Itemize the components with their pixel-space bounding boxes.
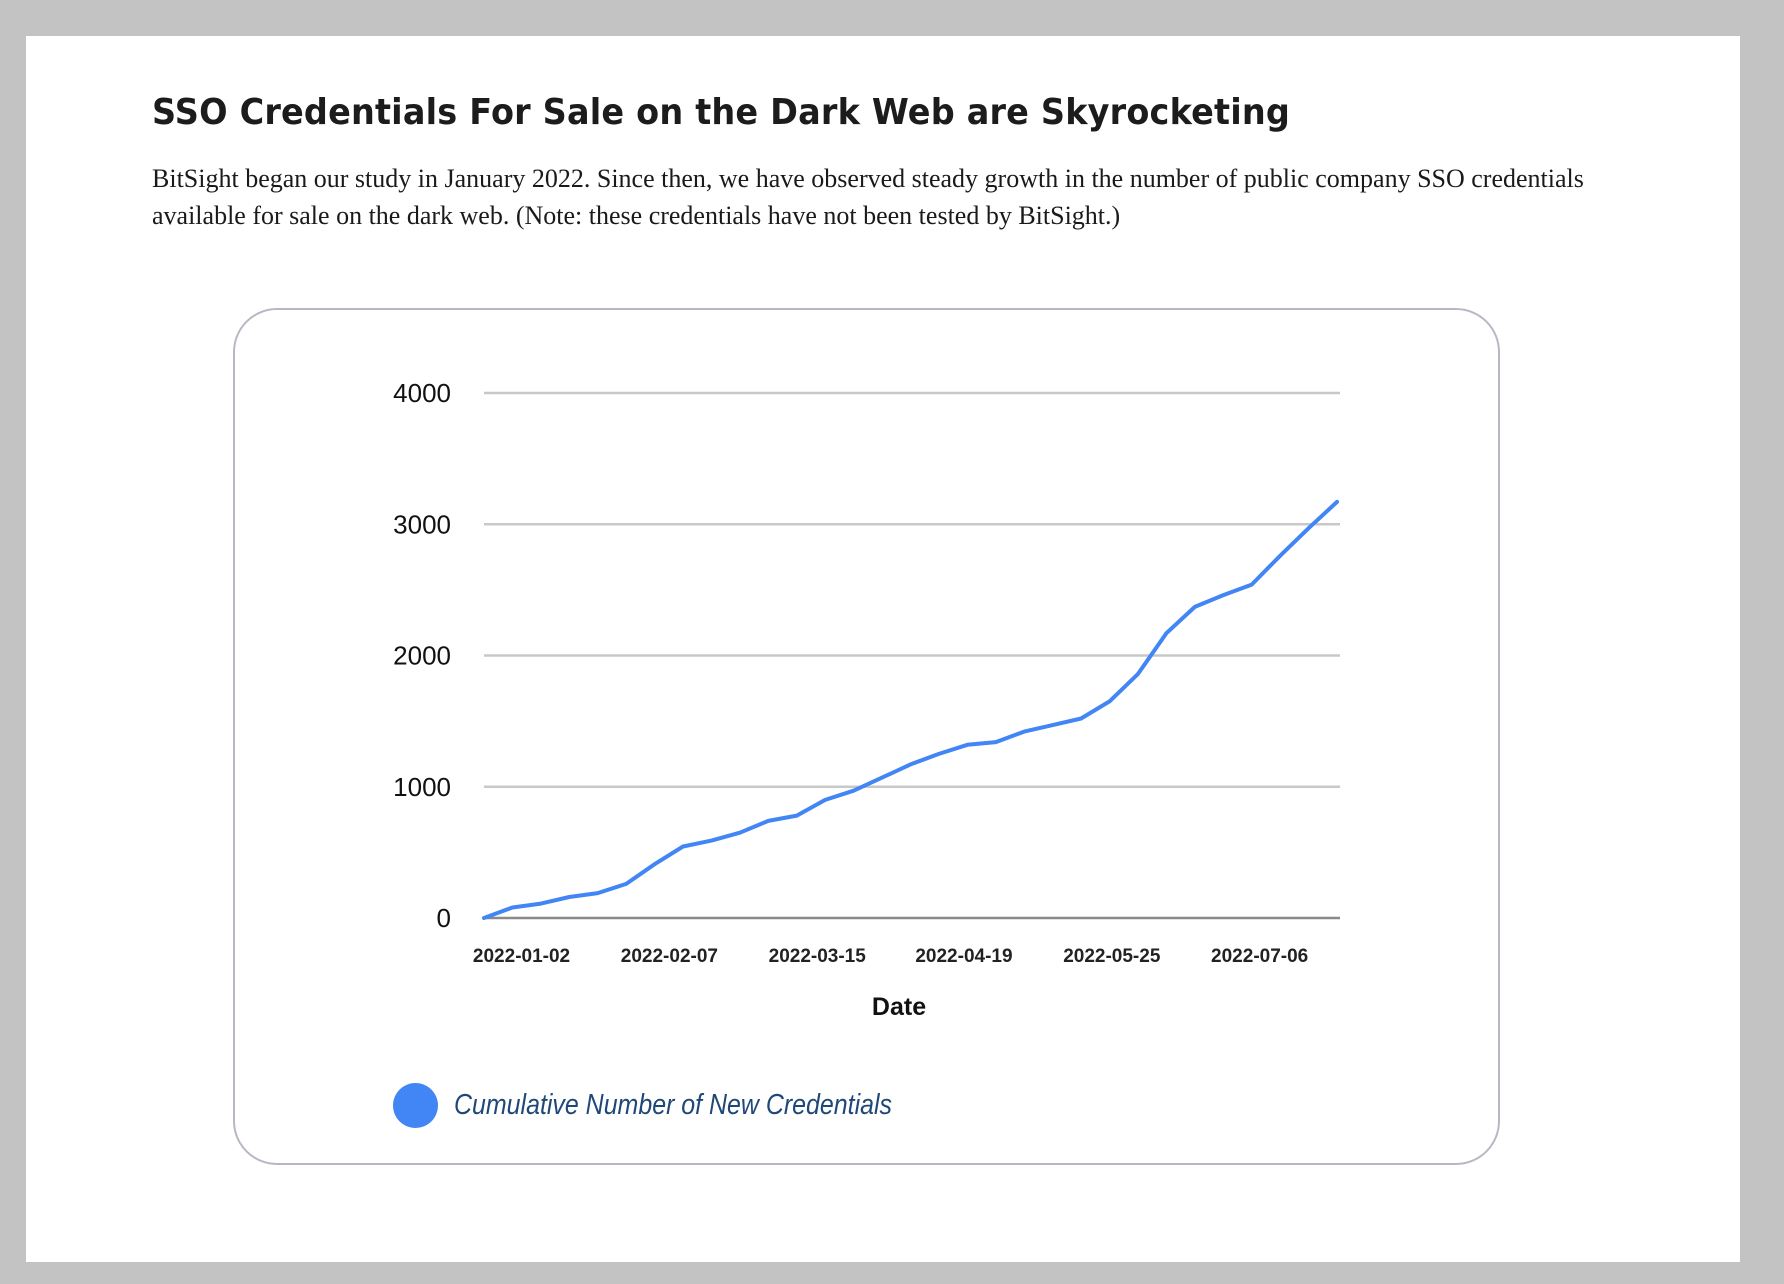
- y-tick-label: 0: [437, 903, 451, 933]
- legend-label: Cumulative Number of New Credentials: [454, 1089, 893, 1121]
- legend-marker: [393, 1083, 438, 1128]
- series-line-0: [482, 499, 1339, 920]
- y-tick-label: 2000: [393, 641, 451, 671]
- chart-card: [233, 308, 1500, 1165]
- legend: Cumulative Number of New Credentials: [393, 1083, 963, 1128]
- y-tick-label: 4000: [393, 378, 451, 408]
- x-tick-label: 2022-07-06: [1211, 946, 1308, 967]
- x-tick-label: 2022-04-19: [915, 946, 1012, 967]
- x-tick-label: 2022-03-15: [769, 946, 867, 967]
- x-axis-title: Date: [872, 993, 926, 1021]
- x-tick-label: 2022-05-25: [1063, 946, 1161, 967]
- x-tick-label: 2022-02-07: [621, 946, 718, 967]
- y-tick-label: 1000: [393, 772, 451, 802]
- y-tick-label: 3000: [393, 509, 451, 539]
- page-title: SSO Credentials For Sale on the Dark Web…: [152, 92, 1291, 133]
- x-tick-label: 2022-01-02: [473, 946, 570, 967]
- description: BitSight began our study in January 2022…: [152, 164, 1584, 230]
